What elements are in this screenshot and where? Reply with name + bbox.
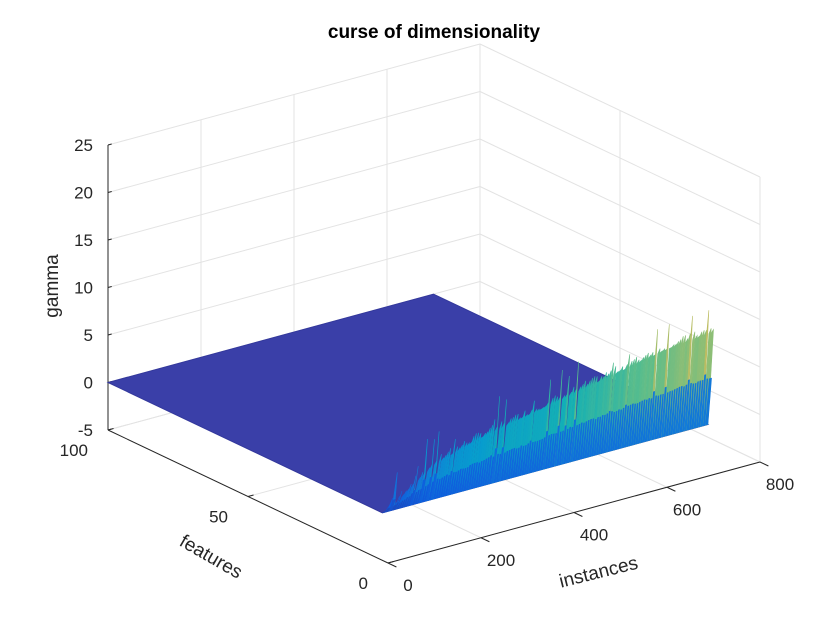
- surface-plot: [106, 293, 714, 514]
- x-axis-label: instances: [557, 553, 640, 593]
- gridline: [107, 233, 481, 336]
- gridline: [107, 186, 481, 288]
- x-tick-mark: [666, 486, 676, 492]
- z-tick-mark: [107, 191, 112, 193]
- surface-ridge-base: [705, 377, 712, 426]
- gridline: [479, 138, 761, 273]
- gridline: [479, 91, 761, 225]
- z-tick-label: 20: [74, 184, 93, 203]
- y-tick-mark: [387, 561, 394, 564]
- gridline: [107, 43, 481, 146]
- x-tick-label: 200: [487, 551, 515, 570]
- gridline: [479, 233, 761, 368]
- gridline: [479, 281, 761, 415]
- gridline: [479, 43, 761, 178]
- z-tick-label: 0: [84, 374, 93, 393]
- y-tick-mark: [247, 494, 254, 497]
- z-tick-mark: [107, 333, 112, 336]
- x-tick-label: 400: [580, 526, 608, 545]
- x-tick-label: 800: [766, 475, 794, 494]
- x-tick-mark: [759, 461, 769, 467]
- x-tick-label: 0: [403, 576, 412, 595]
- z-tick-mark: [107, 143, 112, 146]
- y-tick-label: 0: [359, 574, 368, 593]
- gridline: [479, 186, 761, 320]
- x-tick-mark: [480, 537, 490, 543]
- gridline: [107, 91, 481, 193]
- x-tick-label: 600: [673, 500, 701, 519]
- z-tick-label: 10: [74, 279, 93, 298]
- z-tick-label: 25: [74, 136, 93, 155]
- gridline: [107, 138, 481, 241]
- tick-labels: 0 200 400 600 800 0 50 100-5 0 5 10 15 20 25: [60, 136, 795, 595]
- z-tick-label: 15: [74, 231, 93, 250]
- z-tick-label: 5: [84, 326, 93, 345]
- y-tick-label: 50: [209, 508, 228, 527]
- x-tick-mark: [387, 562, 397, 568]
- z-axis-label: gamma: [42, 254, 63, 318]
- x-tick-mark: [573, 512, 583, 517]
- z-tick-mark: [107, 238, 112, 241]
- z-tick-mark: [107, 286, 112, 288]
- z-tick-label: -5: [78, 421, 93, 440]
- z-tick-mark: [107, 428, 112, 431]
- y-axis-label: features: [176, 531, 246, 584]
- y-tick-label: 100: [60, 441, 88, 460]
- chart-title: curse of dimensionality: [328, 22, 541, 43]
